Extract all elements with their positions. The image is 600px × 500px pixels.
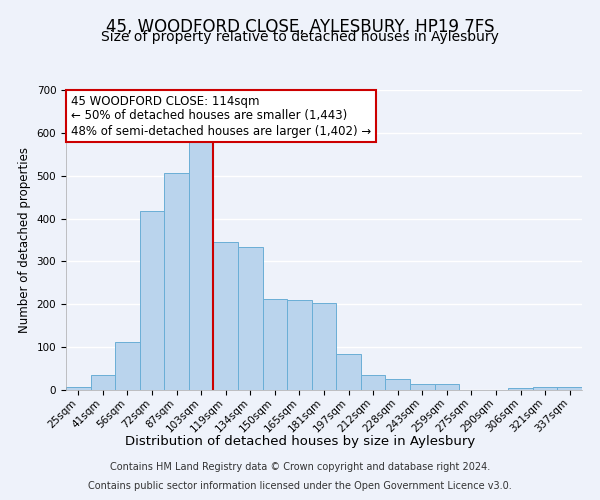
Text: Contains HM Land Registry data © Crown copyright and database right 2024.: Contains HM Land Registry data © Crown c… (110, 462, 490, 472)
Text: 45, WOODFORD CLOSE, AYLESBURY, HP19 7FS: 45, WOODFORD CLOSE, AYLESBURY, HP19 7FS (106, 18, 494, 36)
Bar (238, 248, 263, 390)
Text: Distribution of detached houses by size in Aylesbury: Distribution of detached houses by size … (125, 435, 475, 448)
Bar (361, 375, 385, 390)
Bar (66, 386, 91, 390)
Bar (91, 375, 115, 390)
Bar (189, 142, 214, 390)
Bar (312, 304, 336, 390)
Bar (336, 354, 361, 390)
Bar (410, 384, 434, 390)
Text: Size of property relative to detached houses in Aylesbury: Size of property relative to detached ho… (101, 30, 499, 44)
Bar (164, 172, 189, 390)
Bar (434, 384, 459, 390)
Bar (140, 211, 164, 390)
Bar (263, 299, 287, 390)
Bar (115, 342, 140, 390)
Bar (287, 300, 312, 390)
Bar (533, 386, 557, 390)
Bar (214, 242, 238, 390)
Y-axis label: Number of detached properties: Number of detached properties (18, 147, 31, 333)
Text: Contains public sector information licensed under the Open Government Licence v3: Contains public sector information licen… (88, 481, 512, 491)
Bar (508, 388, 533, 390)
Bar (385, 380, 410, 390)
Text: 45 WOODFORD CLOSE: 114sqm
← 50% of detached houses are smaller (1,443)
48% of se: 45 WOODFORD CLOSE: 114sqm ← 50% of detac… (71, 94, 371, 138)
Bar (557, 386, 582, 390)
